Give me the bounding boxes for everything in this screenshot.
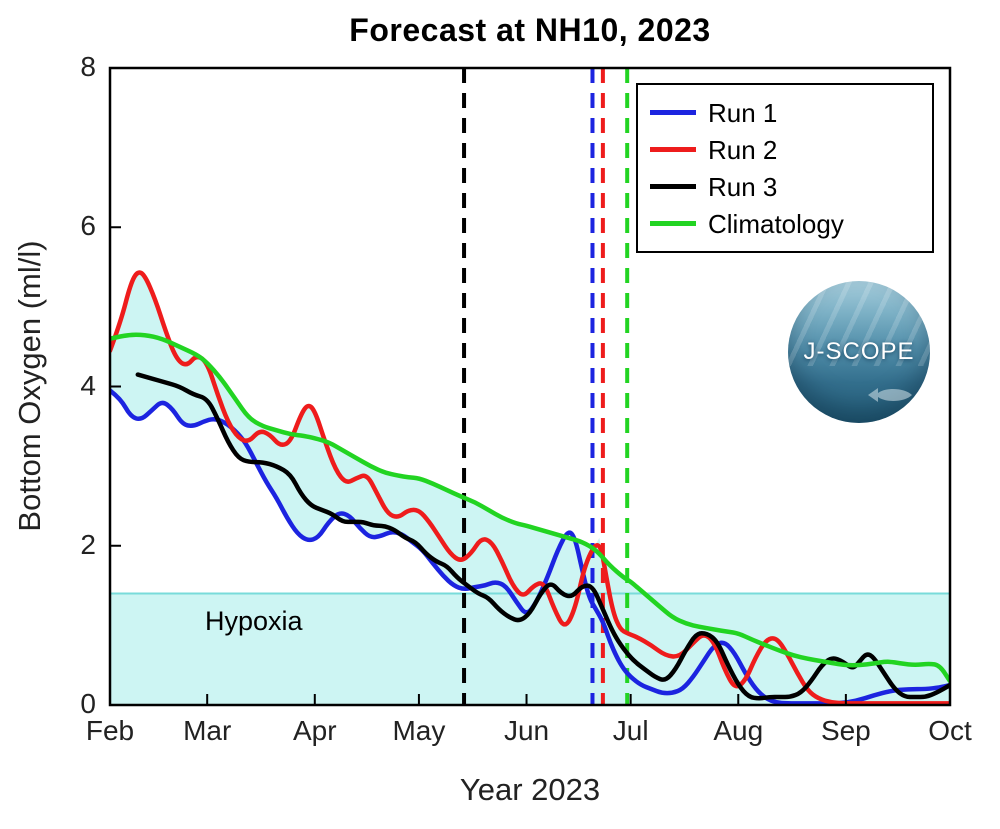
x-tick-label-apr: Apr bbox=[292, 715, 337, 746]
underwater-light-rays bbox=[788, 281, 930, 367]
plot-border bbox=[108, 66, 952, 707]
x-tick-label-may: May bbox=[392, 715, 446, 746]
jscope-logo: J-SCOPE bbox=[788, 281, 930, 423]
legend: Run 1 Run 2 Run 3 Climatology bbox=[636, 83, 934, 253]
series-line-run-1 bbox=[110, 388, 950, 705]
legend-item-run-2: Run 2 bbox=[650, 131, 920, 168]
logo-text: J-SCOPE bbox=[803, 338, 915, 365]
y-tick-label-4: 4 bbox=[80, 369, 96, 401]
y-tick-label-6: 6 bbox=[80, 210, 96, 242]
x-axis-label: Year 2023 bbox=[459, 772, 601, 807]
series-line-climatology bbox=[110, 332, 950, 684]
legend-line-sample-climatology bbox=[650, 221, 696, 226]
x-tick-label-jun: Jun bbox=[503, 715, 550, 746]
x-tick-label-jul: Jul bbox=[612, 715, 649, 746]
chart-title: Forecast at NH10, 2023 bbox=[349, 12, 711, 48]
legend-line-sample-run-2 bbox=[650, 147, 696, 152]
x-tick-label-sep: Sep bbox=[820, 715, 871, 746]
y-tick-label-8: 8 bbox=[80, 51, 96, 82]
fish-icon bbox=[868, 388, 912, 402]
x-tick-label-mar: Mar bbox=[183, 715, 232, 746]
legend-item-run-1: Run 1 bbox=[650, 94, 920, 131]
x-tick-label-feb: Feb bbox=[85, 715, 135, 746]
legend-label-run-1: Run 1 bbox=[708, 97, 778, 128]
x-tick-label-aug: Aug bbox=[713, 715, 764, 746]
series-line-run-3 bbox=[135, 372, 950, 701]
x-tick-label-oct: Oct bbox=[928, 715, 972, 746]
hypoxia-annotation: Hypoxia bbox=[205, 606, 303, 636]
legend-label-climatology: Climatology bbox=[708, 208, 844, 239]
ensemble-envelope bbox=[110, 271, 950, 704]
legend-item-climatology: Climatology bbox=[650, 205, 920, 242]
y-tick-label-0: 0 bbox=[80, 688, 96, 719]
legend-item-run-3: Run 3 bbox=[650, 168, 920, 205]
legend-line-sample-run-1 bbox=[650, 110, 696, 115]
legend-label-run-3: Run 3 bbox=[708, 171, 778, 202]
legend-label-run-2: Run 2 bbox=[708, 134, 778, 165]
legend-line-sample-run-3 bbox=[650, 184, 696, 189]
y-tick-label-2: 2 bbox=[80, 528, 96, 560]
